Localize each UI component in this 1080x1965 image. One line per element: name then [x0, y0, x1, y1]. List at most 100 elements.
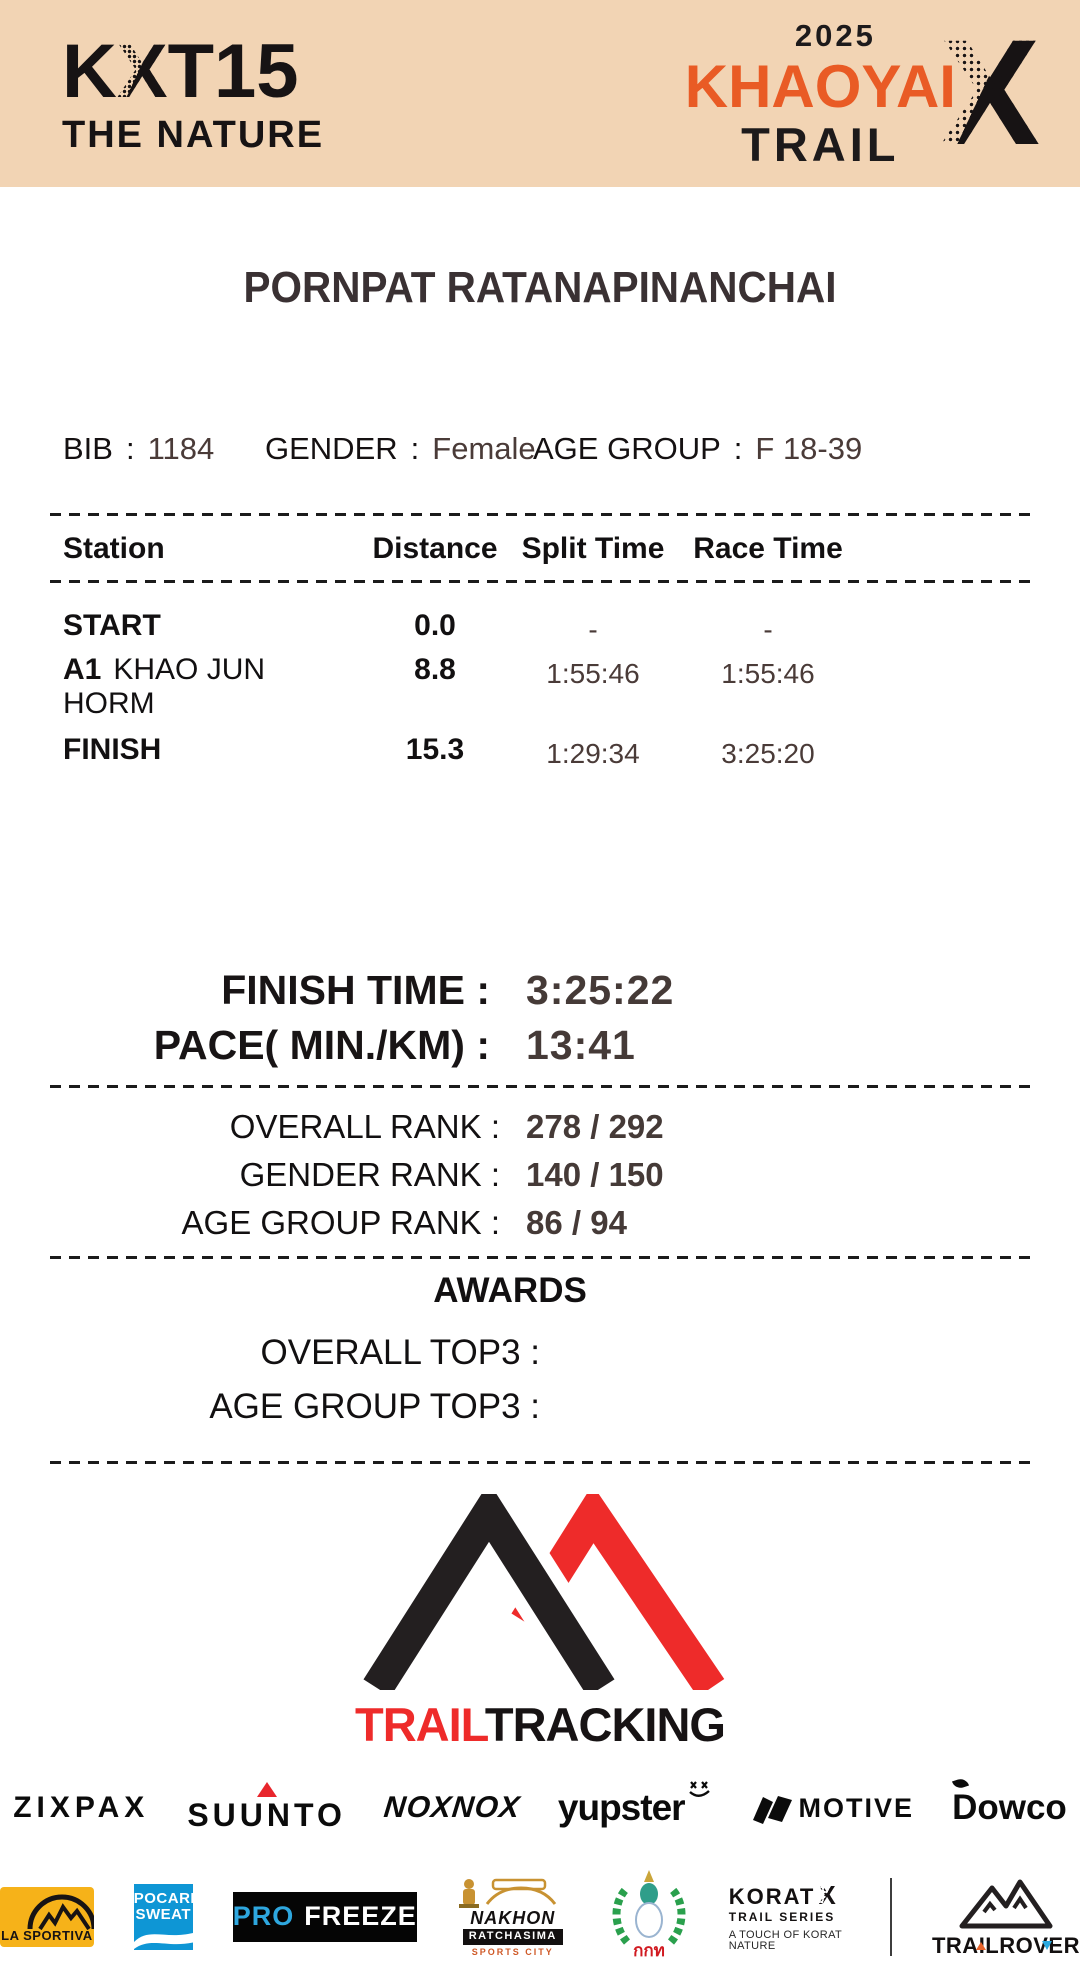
dashed-divider: [50, 513, 1030, 516]
awards-top3-rows: OVERALL TOP3 : AGE GROUP TOP3 :: [50, 1333, 970, 1427]
pace-value: 13:41: [526, 1022, 636, 1068]
station-code: A1: [63, 653, 102, 686]
table-row-a1: A1 KHAO JUN HORM 8.8 1:55:46 1:55:46: [63, 653, 855, 721]
sponsor-korat-trail-series: KORAT X TRAIL SERIES A TOUCH OF KORAT NA…: [728, 1879, 850, 1952]
dashed-divider: [50, 1256, 1030, 1259]
splits-header-row: Station Distance Split Time Race Time: [63, 516, 855, 566]
bib-group: BIB : 1184: [63, 431, 265, 467]
sponsor-suunto: SUUNTO: [187, 1782, 346, 1834]
finish-time-value: 3:25:22: [526, 967, 675, 1013]
splits-table: Station Distance Split Time Race Time: [63, 516, 855, 566]
sponsor-trailrover: TRAILROVER: [932, 1874, 1080, 1959]
race-time-cell: 1:55:46: [721, 658, 815, 689]
age-group-top3-value: [560, 1387, 970, 1427]
race-logo-line1: K X T15: [62, 28, 324, 114]
overall-rank-value: 278 / 292: [526, 1108, 664, 1145]
freeze-text: FREEZE: [304, 1901, 417, 1931]
korat-x-icon: X: [818, 1879, 838, 1910]
event-header: K X T15 THE NATURE 2025 KHAOYAI TRAIL X: [0, 0, 1080, 187]
split-time-cell: -: [588, 614, 598, 645]
motive-wordmark: MOTIVE: [798, 1792, 915, 1823]
sponsor-row-2: LA SPORTIVA POCARI SWEAT PRO FREEZE NAKH…: [0, 1868, 1080, 1965]
pro-text: PRO: [232, 1901, 295, 1931]
motive-flag-icon: [752, 1796, 792, 1824]
sponsor-la-sportiva: LA SPORTIVA: [0, 1886, 94, 1947]
distance-cell: 8.8: [414, 653, 456, 686]
gender-rank-label: GENDER RANK :: [239, 1156, 500, 1193]
khaoyai-trail-text: 2025 KHAOYAI TRAIL: [685, 20, 956, 168]
smiley-icon: [688, 1781, 710, 1797]
bib-label: BIB: [63, 431, 113, 466]
trailrover-blue-triangle-icon: [1041, 1941, 1052, 1950]
trailrover-mountains-icon: [959, 1879, 1053, 1929]
gender-rank-value: 140 / 150: [526, 1156, 664, 1193]
runner-info-row: BIB : 1184 GENDER : Female AGE GROUP : F…: [50, 431, 1030, 467]
splits-rows: START 0.0 - - A1 KHAO JUN HORM 8.8 1:55:4…: [63, 609, 855, 769]
age-group-rank-value: 86 / 94: [526, 1204, 627, 1241]
awards-section: AWARDS OVERALL TOP3 : AGE GROUP TOP3 :: [50, 1271, 970, 1427]
dashed-divider: [50, 1461, 1030, 1464]
bib-value: 1184: [147, 431, 215, 466]
sponsor-sat-emblem: กกท: [609, 1868, 689, 1965]
race-logo-kxt15: K X T15 THE NATURE: [62, 28, 325, 156]
gender-group: GENDER : Female: [265, 431, 536, 467]
trailtracking-logo: [0, 1457, 1080, 1704]
station-name: KHAO JUN HORM: [63, 653, 266, 720]
overall-top3-label: OVERALL TOP3 :: [260, 1333, 541, 1372]
khaoyai-x-icon: X: [939, 7, 1040, 176]
age-group-value: F 18-39: [755, 431, 863, 466]
pocari-line1: POCARI: [133, 1889, 193, 1907]
age-group-label: AGE GROUP: [533, 431, 721, 466]
vertical-divider: [889, 1877, 892, 1956]
gender-label: GENDER: [265, 431, 398, 466]
runner-name: PORNPAT RATANAPINANCHAI: [243, 263, 837, 312]
age-group-group: AGE GROUP : F 18-39: [533, 431, 862, 467]
finish-time-label: FINISH TIME :: [221, 967, 490, 1013]
split-time-cell: 1:55:46: [546, 658, 640, 689]
pocari-line2: SWEAT: [135, 1906, 192, 1924]
kxt-dotted-x: X: [116, 28, 168, 114]
trailtracking-wordmark: TRAILTRACKING: [0, 1697, 1080, 1752]
sponsor-yupster: yupster: [558, 1781, 713, 1829]
sponsor-dowco: Dowco: [952, 1776, 1067, 1828]
sponsor-pro-freeze: PRO FREEZE: [232, 1891, 417, 1942]
event-year: 2025: [794, 17, 876, 53]
trail-text: TRAIL: [355, 1698, 486, 1751]
trailrover-wordmark: TRAILROVER: [932, 1933, 1080, 1959]
mountain-chevrons-icon: [352, 1457, 725, 1704]
korat-subtitle: TRAIL SERIES: [728, 1909, 836, 1924]
sat-wreath-icon: กกท: [612, 1870, 686, 1960]
station-code: START: [63, 609, 161, 642]
overall-top3-value: [560, 1333, 970, 1373]
la-sportiva-mountain-icon: [27, 1894, 94, 1930]
distance-cell: 15.3: [405, 733, 465, 766]
dashed-divider: [50, 1085, 1030, 1088]
kxt-t15: T15: [167, 28, 299, 114]
korat-tagline: A TOUCH OF KORAT NATURE: [728, 1928, 842, 1952]
event-title: KHAOYAI: [684, 52, 956, 120]
age-group-top3-label: AGE GROUP TOP3 :: [209, 1387, 540, 1426]
age-group-rank-label: AGE GROUP RANK :: [181, 1204, 500, 1241]
col-station: Station: [63, 532, 165, 565]
station-code: FINISH: [63, 733, 162, 766]
sponsor-row-1: ZIXPAX SUUNTO NOXNOX yupster MOTIVE Dowc…: [0, 1776, 1080, 1834]
kxt-k: K: [62, 28, 117, 114]
station-cell: FINISH: [63, 733, 365, 767]
table-row-finish: FINISH 15.3 1:29:34 3:25:20: [63, 733, 855, 769]
nakhon-line1: NAKHON: [470, 1908, 556, 1928]
trailrover-text: TRAILROVER: [931, 1933, 1080, 1958]
age-group-colon: :: [733, 431, 743, 466]
col-race-time: Race Time: [693, 532, 843, 565]
race-logo-line2: THE NATURE: [62, 113, 325, 156]
tracking-text: TRACKING: [484, 1698, 726, 1751]
race-time-cell: 3:25:20: [721, 738, 815, 769]
sat-thai-text: กกท: [633, 1941, 665, 1960]
overall-rank-label: OVERALL RANK :: [229, 1108, 500, 1145]
nakhon-line2: RATCHASIMA: [462, 1929, 563, 1945]
trailrover-orange-triangle-icon: [975, 1942, 986, 1950]
korat-title-row: KORAT X: [728, 1879, 850, 1910]
distance-cell: 0.0: [414, 609, 456, 642]
pocari-wave-icon: [133, 1932, 193, 1949]
pace-label: PACE( MIN./KM) :: [153, 1022, 490, 1068]
korat-wordmark: KORAT: [728, 1883, 816, 1909]
